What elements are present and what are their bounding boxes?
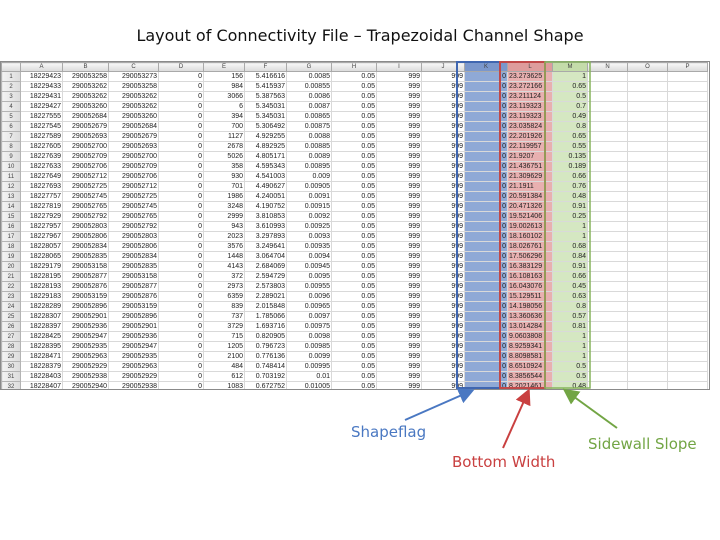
table-row: 15 18227929 290052792 290052765 0 2999 3.81085… xyxy=(1,211,708,222)
shapeflag-arrow xyxy=(404,388,475,421)
table-row: 13 18227757 290052745 290052725 0 1986 4.24005… xyxy=(1,191,708,202)
table-row: 4 18229427 290053260 290053262 0 6 5.345031 0.0… xyxy=(1,101,708,112)
shapeflag-column-highlight xyxy=(456,61,501,389)
table-row: 20 18229179 290053158 290052835 0 4143 2.68406… xyxy=(1,261,708,272)
table-row: 9 18227639 290052709 290052700 0 5026 4.805171… xyxy=(1,151,708,162)
table-row: 32 18228407 290052940 290052938 0 1083 0.67275… xyxy=(1,381,708,389)
table-row: 6 18227545 290052679 290052684 0 700 5.306492 0… xyxy=(1,121,708,132)
table-row: 27 18228425 290052947 290052936 0 715 0.820905… xyxy=(1,331,708,342)
sidewall-slope-label: Sidewall Slope xyxy=(588,435,697,453)
table-row: 22 18228193 290052876 290052877 0 2973 2.57380… xyxy=(1,281,708,292)
bottom-width-arrow xyxy=(502,388,531,449)
bottom-width-column-highlight xyxy=(499,61,546,389)
table-row: 30 18228379 290052929 290052963 0 484 0.748414… xyxy=(1,361,708,372)
sidewall-slope-column-highlight xyxy=(544,61,591,389)
table-row: 28 18228395 290052935 290052947 0 1205 0.79672… xyxy=(1,341,708,352)
sidewall-slope-arrow xyxy=(562,388,618,429)
table-row: 18 18228057 290052834 290052806 0 3576 3.24964… xyxy=(1,241,708,252)
cell-p[interactable] xyxy=(667,381,708,389)
table-row: 17 18227967 290052806 290052803 0 2023 3.29789… xyxy=(1,231,708,242)
slide-title: Layout of Connectivity File – Trapezoida… xyxy=(136,26,584,45)
table-row: 21 18228195 290052877 290053158 0 372 2.594729… xyxy=(1,271,708,282)
table-row: 8 18227605 290052700 290052693 0 2678 4.892925… xyxy=(1,141,708,152)
table-row: 19 18228065 290052835 290052834 0 1448 3.06470… xyxy=(1,251,708,262)
bottom-width-label: Bottom Width xyxy=(452,453,556,471)
table-row: 24 18228289 290052896 290053159 0 839 2.015848… xyxy=(1,301,708,312)
shapeflag-label: Shapeflag xyxy=(351,423,427,441)
